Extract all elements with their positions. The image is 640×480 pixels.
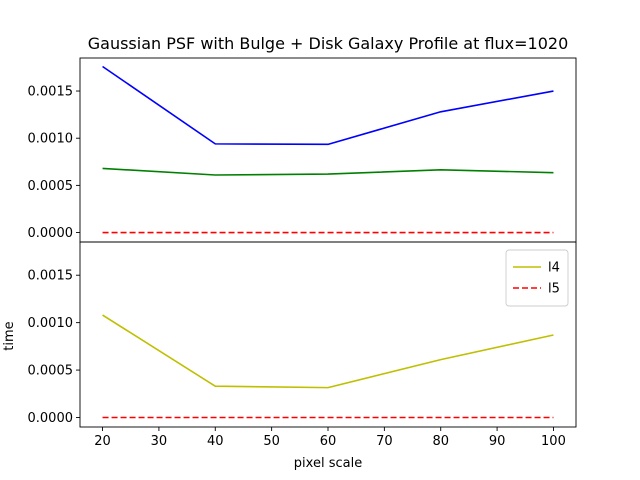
- y-tick-label: 0.0005: [28, 364, 74, 379]
- x-tick-label: 100: [541, 434, 566, 449]
- x-tick-label: 90: [489, 434, 506, 449]
- x-tick-label: 40: [207, 434, 224, 449]
- legend-label-l4: l4: [548, 261, 560, 276]
- y-tick-label: 0.0005: [28, 179, 74, 194]
- series-line-bottom-l4: [102, 314, 554, 389]
- series-line-top-series-1: [102, 65, 554, 146]
- y-tick-label: 0.0000: [28, 411, 74, 426]
- y-tick-label: 0.0000: [28, 226, 74, 241]
- x-tick-label: 70: [376, 434, 393, 449]
- x-tick-label: 30: [151, 434, 168, 449]
- panel-top: 0.0000 0.0005 0.0010 0.0015: [28, 57, 577, 243]
- x-tick-label: 50: [263, 434, 280, 449]
- y-axis-label: time: [2, 321, 17, 350]
- series-line-top-series-2: [102, 167, 554, 176]
- panel-bottom: 0.0000 0.0005 0.0010 0.0015 20 30 40 50 60 70 80 90…: [28, 241, 577, 449]
- y-tick-label: 0.0010: [28, 132, 74, 147]
- y-tick-label: 0.0015: [28, 85, 74, 100]
- legend-box: [505, 249, 569, 307]
- legend-label-l5: l5: [548, 282, 560, 297]
- x-tick-label: 20: [94, 434, 111, 449]
- chart-title: Gaussian PSF with Bulge + Disk Galaxy Pr…: [88, 34, 569, 53]
- x-axis-label: pixel scale: [294, 456, 362, 471]
- x-tick-label: 60: [320, 434, 337, 449]
- panels: 0.00000.00050.00100.00150.00000.00050.00…: [28, 57, 577, 449]
- y-tick-label: 0.0010: [28, 316, 74, 331]
- x-tick-label: 80: [432, 434, 449, 449]
- y-tick-label: 0.0015: [28, 269, 74, 284]
